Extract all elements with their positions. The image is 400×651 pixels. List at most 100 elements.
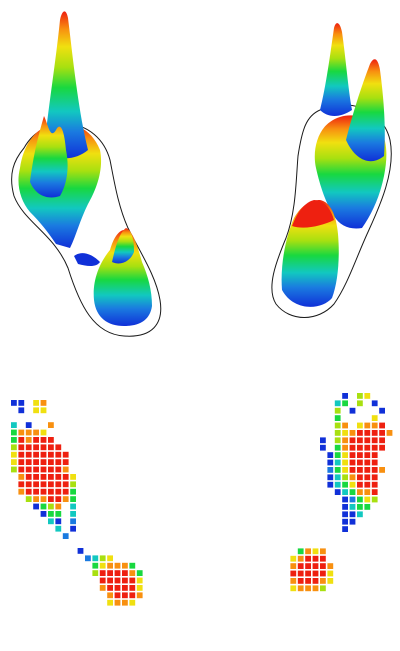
left-foot-sensor-cell [55, 496, 62, 502]
left-foot-sensor-cell [122, 585, 128, 591]
left-foot-sensor-cell [55, 488, 62, 495]
left-foot-sensor-cell [40, 444, 47, 451]
right-foot-sensor-cell [349, 430, 356, 436]
right-foot-sensor-cell [327, 452, 334, 458]
left-foot-sensor-cell [85, 555, 91, 562]
left-foot-sensor-cell [18, 400, 25, 406]
right-foot-sensor-cell [312, 563, 319, 569]
left-foot-sensor-cell [25, 444, 32, 451]
right-foot-sensor-cell [349, 407, 356, 414]
right-foot-sensor-cell [320, 585, 326, 592]
right-foot-sensor-cell [334, 400, 341, 407]
right-foot-sensor-cell [327, 474, 334, 481]
left-foot-sensor-cell [55, 481, 62, 488]
right-foot-sensor-cell [334, 452, 341, 458]
right-foot-sensor-cell [349, 437, 356, 444]
right-foot-sensor-cell [371, 437, 378, 444]
right-foot-sensor-cell [342, 393, 348, 399]
right-foot-sensor-cell [297, 585, 304, 592]
left-foot-sensor-cell [18, 466, 25, 473]
left-foot-sensor-cell [18, 459, 25, 465]
right-foot-sensor-cell [364, 430, 371, 436]
left-foot-sensor-cell [92, 570, 99, 576]
right-foot-sensor-cell [297, 570, 304, 577]
right-foot-sensor-cell [371, 422, 378, 429]
left-forefoot-peak [30, 116, 68, 198]
right-foot-sensor-cell [364, 474, 371, 481]
right-foot-sensor-cell [312, 585, 319, 592]
right-foot-sensor-cell [290, 555, 297, 562]
right-foot-sensor-cell [364, 467, 371, 473]
left-foot-sensor-cell [48, 511, 54, 517]
right-foot-sensor-cell [349, 444, 356, 451]
right-foot-sensor-cell [305, 570, 311, 577]
right-foot-sensor-cell [297, 548, 304, 555]
right-foot-sensor-cell [349, 459, 356, 466]
left-foot-sensor-cell [33, 496, 39, 502]
left-foot-sensor-cell [48, 481, 54, 488]
right-foot-sensor-cell [342, 467, 348, 473]
right-foot-sensor-cell [320, 437, 326, 444]
right-foot-sensor-cell [379, 422, 385, 429]
left-foot-sensor-cell [25, 496, 32, 502]
right-foot-sensor-cell [342, 496, 348, 503]
right-foot-sensor-cell [364, 481, 371, 488]
left-foot-sensor-cell [40, 459, 47, 465]
right-foot-sensor-cell [364, 459, 371, 466]
left-foot-sensor-cell [18, 451, 25, 458]
left-foot-sensor-cell [55, 466, 62, 473]
left-heel-peak [112, 228, 134, 264]
left-foot-sensor-cell [18, 481, 25, 488]
right-foot-sensor-cell [342, 518, 348, 525]
left-foot-sensor-cell [122, 570, 128, 576]
right-foot-sensor-cell [297, 578, 304, 584]
right-foot-sensor-cell [342, 481, 348, 488]
right-foot-sensor-cell [349, 518, 356, 525]
right-foot-sensor-cell [305, 585, 311, 592]
left-foot-sensor-cell [122, 599, 128, 606]
right-foot-sensor-cell [349, 481, 356, 488]
left-foot-sensor-cell [40, 451, 47, 458]
right-foot-sensor-cell [357, 467, 363, 473]
right-foot-sensor-cell [357, 459, 363, 466]
left-foot-sensor-cell [62, 474, 69, 480]
left-foot-sensor-cell [129, 585, 136, 591]
left-foot-sensor-cell [40, 437, 47, 443]
right-foot-sensor-cell [357, 430, 363, 436]
left-toe-peak [44, 11, 88, 159]
right-foot-sensor-cell [379, 430, 385, 436]
left-foot-sensor-cell [55, 503, 62, 510]
right-foot-sensor-cell [305, 578, 311, 584]
left-foot-sensor-cell [11, 422, 17, 428]
right-foot-sensor-cell [357, 452, 363, 458]
left-foot-sensor-cell [107, 577, 113, 584]
left-foot-sensor-cell [55, 451, 62, 458]
right-foot-sensor-cell [334, 407, 341, 414]
left-foot-sensor-cell [136, 570, 143, 576]
right-foot-sensor-cell [320, 578, 326, 584]
right-foot-sensor-cell [364, 504, 371, 510]
right-foot-sensor-cell [305, 555, 311, 562]
left-foot-sensor-cell [18, 437, 25, 443]
left-foot-sensor-cell [33, 466, 39, 473]
right-foot-sensor-cell [357, 496, 363, 503]
right-foot-sensor-cell [364, 496, 371, 503]
left-foot-sensor-cell [48, 459, 54, 465]
right-foot-sensor-cell [357, 474, 363, 481]
right-foot-sensor-cell [342, 430, 348, 436]
left-foot-3d-surface [11, 11, 162, 337]
left-foot-sensor-cell [25, 466, 32, 473]
right-toe-peak [320, 23, 352, 116]
right-foot-sensor-cell [290, 585, 297, 592]
left-foot-sensor-cell [25, 481, 32, 488]
left-foot-sensor-cell [114, 570, 121, 576]
left-foot-sensor-cell [70, 503, 76, 510]
surface-3d-panel [11, 11, 392, 337]
right-foot-sensor-cell [357, 422, 363, 429]
right-foot-sensor-cell [342, 437, 348, 444]
right-foot-sensor-cell [364, 489, 371, 495]
right-foot-sensor-cell [312, 555, 319, 562]
left-foot-sensor-cell [48, 437, 54, 443]
right-foot-outline [271, 104, 392, 318]
right-foot-sensor-cell [371, 430, 378, 436]
